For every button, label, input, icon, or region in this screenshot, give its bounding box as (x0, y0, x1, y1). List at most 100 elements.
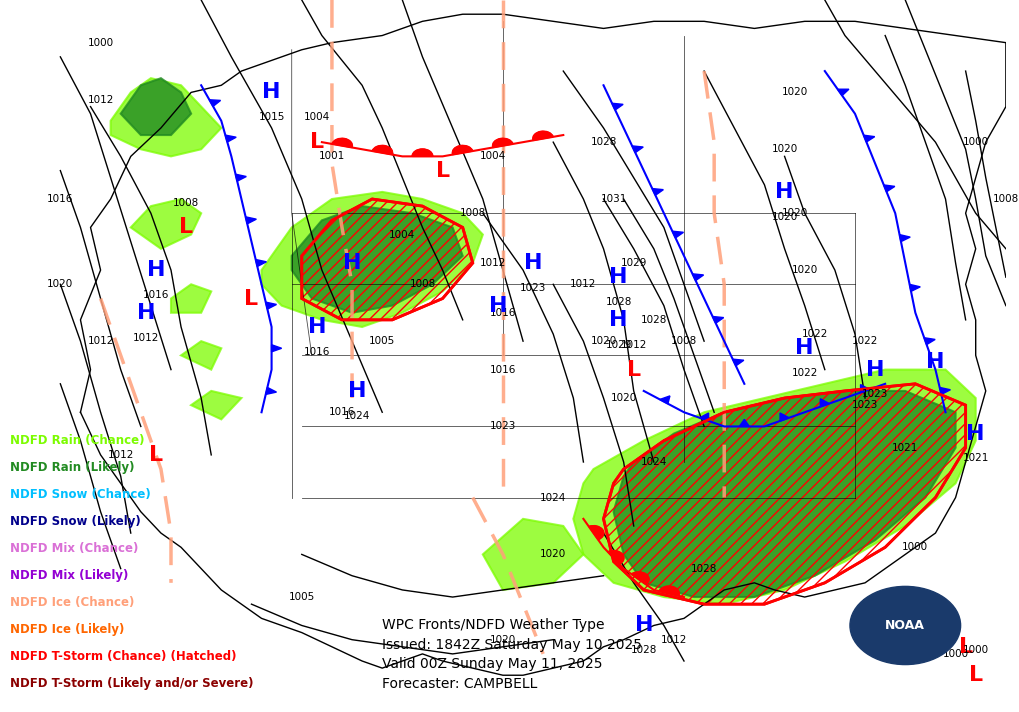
Polygon shape (452, 146, 473, 155)
Text: 1029: 1029 (621, 258, 647, 268)
Text: 1020: 1020 (610, 393, 637, 403)
Polygon shape (181, 341, 221, 370)
Polygon shape (838, 89, 849, 95)
Text: H: H (262, 83, 281, 103)
Polygon shape (740, 419, 749, 426)
Text: H: H (866, 360, 884, 379)
Polygon shape (659, 587, 679, 596)
Text: 1020: 1020 (540, 550, 567, 560)
Text: L: L (959, 637, 973, 656)
Text: H: H (796, 338, 814, 358)
Text: 1021: 1021 (892, 443, 918, 453)
Text: L: L (245, 288, 259, 308)
Text: 1020: 1020 (782, 88, 808, 98)
Polygon shape (533, 132, 553, 140)
Polygon shape (613, 391, 956, 597)
Text: 1020: 1020 (490, 634, 516, 644)
Text: 1012: 1012 (132, 333, 159, 342)
Polygon shape (612, 103, 624, 110)
Text: 1023: 1023 (490, 422, 517, 431)
Text: 1023: 1023 (862, 389, 889, 399)
Text: H: H (342, 253, 362, 273)
Polygon shape (883, 185, 895, 192)
Polygon shape (861, 384, 869, 392)
Text: 1008: 1008 (671, 336, 697, 346)
Text: 1020: 1020 (771, 211, 798, 221)
Text: H: H (966, 424, 985, 444)
Text: NDFD Snow (Likely): NDFD Snow (Likely) (10, 515, 141, 528)
Text: L: L (969, 665, 982, 685)
Text: 1004: 1004 (922, 600, 949, 609)
Text: H: H (609, 310, 628, 330)
Text: H: H (926, 352, 945, 372)
Text: 1020: 1020 (47, 279, 73, 289)
Polygon shape (291, 206, 463, 313)
Polygon shape (120, 78, 192, 135)
Text: 1012: 1012 (108, 450, 133, 460)
Text: 1012: 1012 (621, 340, 647, 350)
Polygon shape (864, 135, 874, 142)
Text: 1023: 1023 (520, 283, 546, 293)
Text: 1023: 1023 (852, 400, 878, 410)
Polygon shape (493, 139, 513, 147)
Text: 1000: 1000 (943, 649, 969, 659)
Polygon shape (781, 413, 789, 421)
Polygon shape (900, 234, 910, 241)
Polygon shape (820, 399, 829, 407)
Text: L: L (310, 132, 324, 152)
Text: NDFD T-Storm (Likely and/or Severe): NDFD T-Storm (Likely and/or Severe) (10, 677, 254, 690)
Polygon shape (632, 572, 649, 585)
Polygon shape (413, 150, 432, 157)
Text: L: L (435, 161, 449, 181)
Text: H: H (524, 253, 542, 273)
Text: H: H (347, 381, 367, 401)
Polygon shape (235, 174, 247, 181)
Text: H: H (147, 260, 165, 280)
Text: 1022: 1022 (852, 336, 878, 346)
Text: H: H (609, 267, 628, 287)
Text: 1028: 1028 (590, 137, 616, 147)
Polygon shape (192, 391, 242, 419)
Polygon shape (910, 284, 920, 291)
Text: L: L (627, 360, 641, 379)
Text: 1024: 1024 (540, 493, 567, 503)
Text: 1004: 1004 (389, 229, 416, 239)
Text: 1008: 1008 (993, 194, 1019, 204)
Polygon shape (266, 387, 276, 394)
Text: 1022: 1022 (802, 329, 828, 339)
Polygon shape (652, 189, 663, 195)
Text: 1008: 1008 (410, 279, 435, 289)
Polygon shape (171, 284, 211, 313)
Text: 1029: 1029 (605, 340, 632, 350)
Polygon shape (483, 519, 584, 590)
Text: 1016: 1016 (329, 407, 356, 417)
Text: 1016: 1016 (490, 365, 517, 375)
Text: 1028: 1028 (691, 564, 717, 574)
Text: 1028: 1028 (605, 297, 632, 307)
Text: 1012: 1012 (88, 336, 114, 346)
Text: H: H (308, 317, 326, 337)
Polygon shape (632, 146, 643, 152)
Text: NDFD Ice (Chance): NDFD Ice (Chance) (10, 596, 135, 609)
Text: H: H (775, 182, 794, 202)
Polygon shape (733, 359, 744, 366)
Polygon shape (111, 78, 221, 157)
Text: L: L (149, 445, 163, 465)
Text: NDFD Rain (Chance): NDFD Rain (Chance) (10, 434, 145, 447)
Polygon shape (332, 139, 352, 147)
Polygon shape (589, 526, 603, 540)
Text: 1016: 1016 (490, 308, 517, 318)
Text: 1015: 1015 (259, 112, 284, 122)
Text: NDFD Mix (Likely): NDFD Mix (Likely) (10, 569, 128, 582)
Polygon shape (673, 231, 684, 238)
Text: 1028: 1028 (631, 645, 657, 655)
Polygon shape (574, 370, 976, 604)
Text: 1008: 1008 (862, 600, 889, 609)
Text: H: H (489, 295, 507, 315)
Text: 1016: 1016 (47, 194, 73, 204)
Polygon shape (272, 345, 281, 352)
Text: 1004: 1004 (480, 152, 506, 162)
Polygon shape (700, 413, 708, 421)
Polygon shape (246, 217, 257, 224)
Text: 1004: 1004 (304, 112, 330, 122)
